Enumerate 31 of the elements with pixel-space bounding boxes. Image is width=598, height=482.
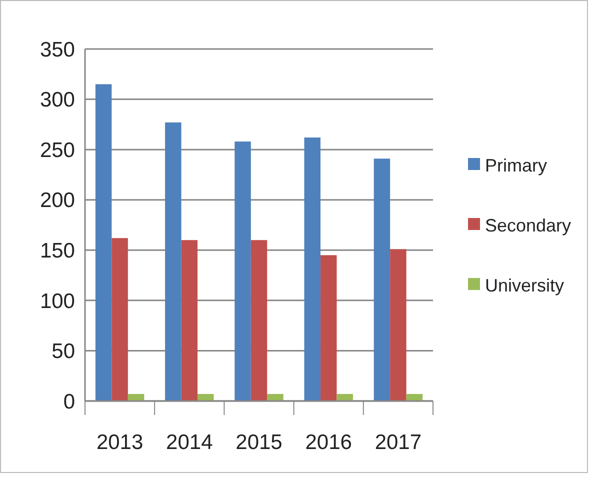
y-tick-label: 150 <box>40 239 75 262</box>
bar <box>165 122 182 401</box>
x-tick-label: 2013 <box>96 431 144 454</box>
x-tick-label: 2017 <box>374 431 422 454</box>
bar <box>267 394 284 401</box>
y-tick-label: 350 <box>40 38 75 62</box>
legend-label: Primary <box>485 155 547 176</box>
y-tick-label: 300 <box>40 88 75 112</box>
bar <box>198 394 214 401</box>
bar <box>234 142 251 401</box>
legend-label: Secondary <box>485 215 572 236</box>
bar <box>320 255 337 401</box>
bar <box>112 238 128 401</box>
y-tick-label: 250 <box>40 138 75 162</box>
y-tick-label: 0 <box>63 390 75 414</box>
x-tick-label: 2016 <box>305 431 352 454</box>
y-tick-label: 100 <box>40 290 75 313</box>
y-tick-label: 50 <box>52 340 75 364</box>
bar <box>250 240 268 401</box>
y-tick-label: 200 <box>40 189 75 212</box>
legend-label: University <box>485 275 564 296</box>
x-tick-label: 2015 <box>236 431 282 454</box>
bar <box>390 249 406 401</box>
bar <box>304 138 320 401</box>
x-tick-label: 2014 <box>166 431 214 454</box>
bar <box>374 158 390 401</box>
bar <box>128 394 144 401</box>
bar <box>181 240 198 401</box>
bar <box>406 394 423 401</box>
bar <box>336 394 353 401</box>
bar <box>95 84 112 401</box>
